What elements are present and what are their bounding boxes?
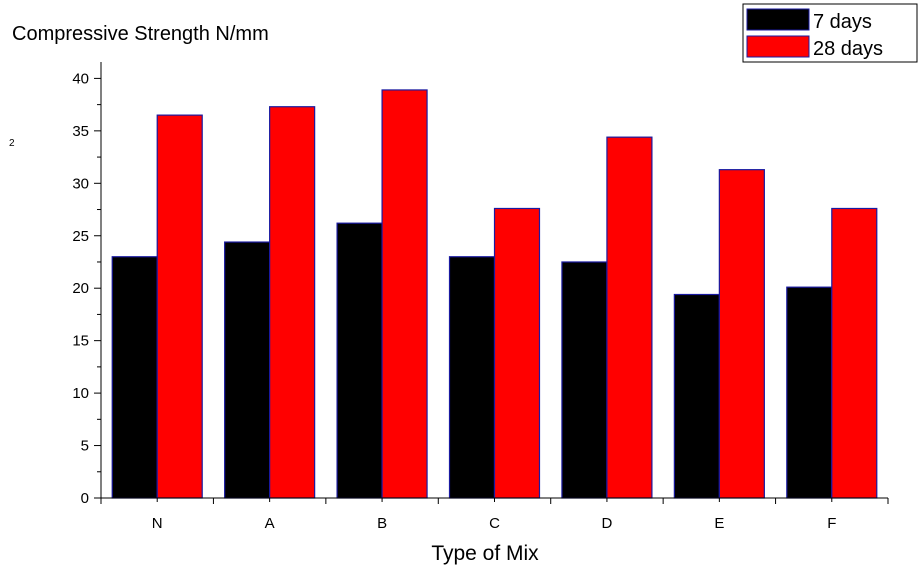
y-tick-label: 35 (72, 123, 89, 140)
legend-swatch-7-days (746, 8, 810, 31)
bar-7-days-D (561, 261, 608, 499)
x-tick-label-F: F (827, 515, 836, 532)
x-tick-label-E: E (714, 515, 724, 532)
title-superscript: 2 (9, 138, 15, 149)
bar-7-days-C (448, 256, 496, 499)
y-tick-label: 25 (72, 228, 89, 245)
bar-28-days-D (606, 136, 653, 499)
y-tick-label: 5 (81, 438, 89, 455)
y-axis: 0 5 10 15 20 25 30 35 40 (72, 62, 102, 507)
y-tick-label: 30 (72, 175, 89, 192)
y-tick-label: 15 (72, 333, 89, 350)
bar-28-days-N (156, 114, 203, 499)
x-tick-label-C: C (489, 515, 500, 532)
bar-28-days-C (493, 207, 541, 499)
bars (111, 89, 878, 499)
bar-28-days-E (718, 169, 765, 499)
y-tick-label: 0 (81, 490, 89, 507)
x-tick-label-A: A (265, 515, 275, 532)
legend-label-7-days: 7 days (813, 11, 872, 33)
bar-7-days-E (673, 293, 720, 499)
y-tick-label: 40 (72, 70, 89, 87)
y-tick-label: 10 (72, 385, 89, 402)
bar-7-days-B (336, 222, 383, 499)
plot-area: 0 5 10 15 20 25 30 35 40 N A B C D E F (72, 62, 889, 532)
y-tick-label: 20 (72, 280, 89, 297)
legend-swatch-28-days (746, 35, 810, 58)
x-axis-label: Type of Mix (431, 542, 539, 565)
bar-28-days-B (381, 89, 428, 499)
bar-7-days-A (224, 241, 271, 499)
bar-7-days-F (786, 286, 833, 499)
x-tick-label-D: D (602, 515, 613, 532)
legend-label-28-days: 28 days (813, 38, 883, 60)
legend: 7 days 28 days (742, 3, 918, 63)
x-tick-label-B: B (377, 515, 387, 532)
bar-7-days-N (111, 256, 158, 499)
bar-28-days-A (269, 106, 316, 499)
x-tick-label-N: N (152, 515, 163, 532)
bar-28-days-F (831, 207, 878, 499)
chart-title: Compressive Strength N/mm (12, 23, 269, 45)
